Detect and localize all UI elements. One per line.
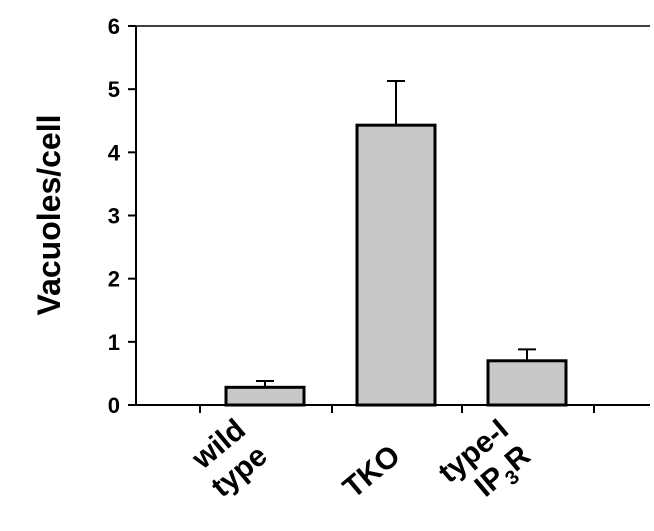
- y-tick-label: 2: [108, 267, 120, 292]
- category-label-line: TKO: [337, 439, 407, 505]
- category-label: TKO: [337, 439, 407, 505]
- y-tick-label: 6: [108, 14, 120, 39]
- bar: [355, 123, 437, 407]
- bar: [486, 359, 568, 407]
- y-axis-label: Vacuoles/cell: [31, 114, 67, 315]
- y-tick-label: 3: [108, 204, 120, 229]
- error-bars: [256, 79, 536, 388]
- bar: [224, 385, 306, 407]
- bars: [224, 123, 568, 407]
- x-ticks: [199, 405, 595, 413]
- y-tick-label: 4: [108, 140, 121, 165]
- y-ticks: 0 1 2 3 4 5 6: [108, 14, 136, 418]
- y-tick-label: 5: [108, 77, 120, 102]
- y-tick-label: 1: [108, 330, 120, 355]
- y-tick-label: 0: [108, 393, 120, 418]
